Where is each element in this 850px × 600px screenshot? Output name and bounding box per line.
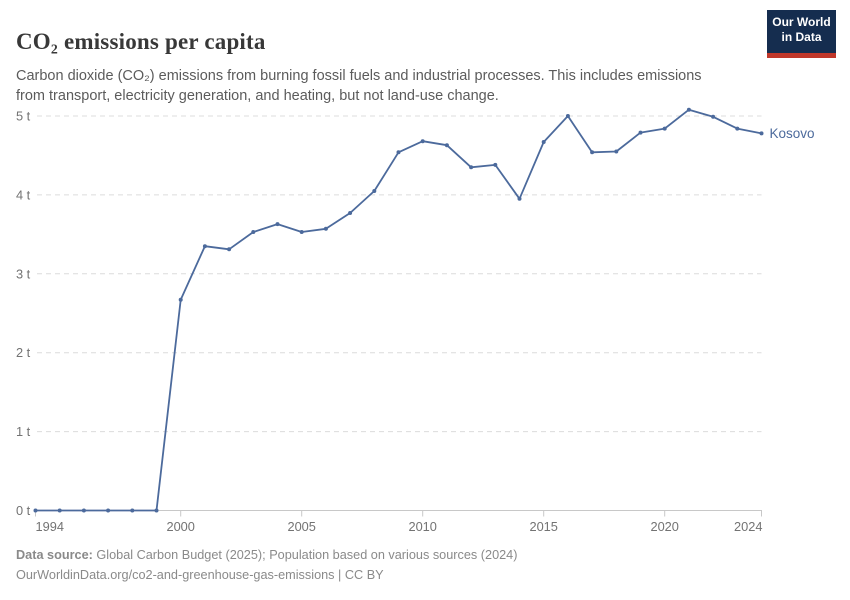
data-point — [57, 508, 62, 513]
data-point — [735, 126, 740, 131]
y-axis-tick-label: 4 t — [16, 187, 31, 202]
data-point — [348, 211, 353, 215]
footer-data-source-label: Data source: — [16, 548, 93, 562]
data-point — [493, 162, 498, 167]
data-point — [154, 508, 159, 513]
data-point — [686, 107, 691, 112]
footer-data-source: Data source: Global Carbon Budget (2025)… — [16, 546, 517, 566]
data-point — [614, 149, 619, 154]
data-point — [662, 126, 667, 131]
data-point — [202, 244, 207, 249]
owid-logo-line2: in Data — [781, 30, 822, 45]
x-axis-tick-label: 2024 — [734, 519, 762, 534]
data-point — [130, 508, 135, 513]
x-axis-tick-label: 2020 — [650, 519, 678, 534]
x-axis-tick-label: 1994 — [36, 519, 64, 534]
series-label-kosovo[interactable]: Kosovo — [770, 126, 815, 141]
owid-logo: Our World in Data — [767, 10, 836, 58]
data-point — [106, 508, 111, 513]
data-point — [444, 143, 449, 148]
x-axis-tick-label: 2015 — [529, 519, 557, 534]
plot-area[interactable] — [36, 106, 762, 511]
data-point — [33, 508, 38, 513]
x-axis-tick-label: 2010 — [408, 519, 436, 534]
footer-data-source-text: Global Carbon Budget (2025); Population … — [96, 548, 518, 562]
y-axis-tick-label: 1 t — [16, 424, 31, 439]
data-point — [299, 230, 304, 234]
data-point — [420, 139, 425, 144]
y-axis-tick-label: 2 t — [16, 345, 31, 360]
data-point — [590, 150, 595, 155]
footer-license: OurWorldinData.org/co2-and-greenhouse-ga… — [16, 567, 384, 582]
data-point — [227, 247, 232, 252]
data-point — [638, 130, 643, 135]
x-axis-tick-label: 2000 — [166, 519, 194, 534]
y-axis-tick-label: 5 t — [16, 109, 31, 124]
data-point — [178, 297, 183, 302]
data-point — [372, 189, 377, 193]
data-point — [541, 140, 546, 144]
chart-footer: Data source: Global Carbon Budget (2025)… — [16, 546, 517, 585]
chart-subtitle: Carbon dioxide (CO₂) emissions from burn… — [16, 67, 702, 104]
data-point — [711, 114, 716, 119]
data-point — [396, 150, 401, 155]
data-point — [81, 508, 86, 513]
x-axis-tick-label: 2005 — [287, 519, 315, 534]
owid-logo-line1: Our World — [772, 15, 831, 29]
data-point — [517, 196, 522, 201]
y-axis-tick-label: 3 t — [16, 266, 31, 281]
chart-title: CO₂ emissions per capita — [16, 29, 266, 55]
data-point — [759, 131, 764, 136]
data-point — [251, 230, 256, 234]
y-axis-tick-label: 0 t — [16, 503, 31, 518]
data-point — [565, 114, 570, 118]
data-point — [275, 222, 280, 227]
data-point — [323, 226, 328, 231]
data-point — [469, 165, 474, 170]
